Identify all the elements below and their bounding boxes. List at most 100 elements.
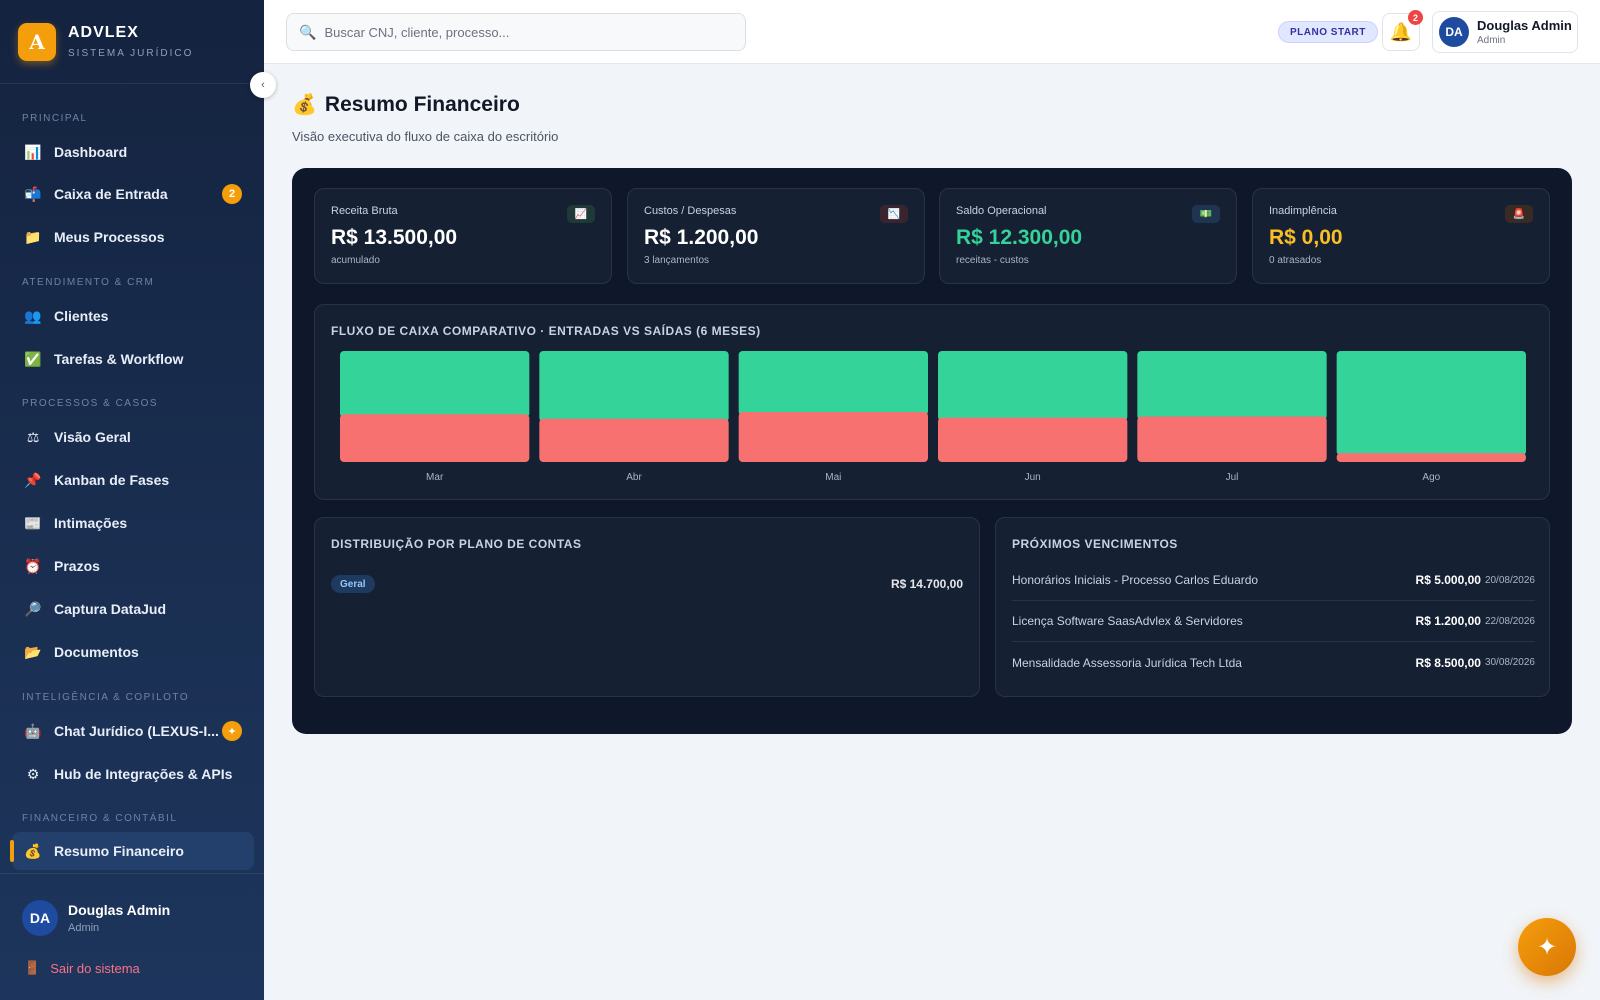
money-icon: 💵 [1192,205,1220,223]
kpi-value: R$ 12.300,00 [956,226,1083,249]
sidebar-item-resumo-financeiro[interactable]: 💰 Resumo Financeiro [10,832,254,870]
due-amount: R$ 1.200,00 [1415,614,1481,628]
user-menu-button[interactable]: DA Douglas Admin Admin [1432,11,1578,53]
due-description: Honorários Iniciais - Processo Carlos Ed… [1012,573,1259,587]
notifications-button[interactable]: 🔔 2 [1382,10,1423,51]
sidebar-item-label: Documentos [54,644,139,660]
bar-saidas-abr[interactable] [539,418,729,462]
kpi-card-inadimplencia: Inadimplência 🚨 R$ 0,00 0 atrasados [1252,188,1550,284]
due-description: Licença Software SaasAdvlex & Servidores [1012,614,1243,628]
sidebar-item-label: Captura DataJud [54,601,167,617]
search-input[interactable] [324,24,725,40]
x-tick-label: Mar [426,472,444,483]
kpi-note: acumulado [331,255,380,266]
logout-link[interactable]: 🚪 Sair do sistema [24,960,140,976]
robot-icon: 🤖 [24,722,42,739]
nav-section-principal: PRINCIPAL [22,113,88,124]
user-name: Douglas Admin [1477,18,1572,33]
bar-entradas-mai[interactable] [738,351,928,416]
due-row[interactable]: Licença Software SaasAdvlex & Servidores… [1012,601,1535,642]
checkbox-icon: ✅ [24,350,42,367]
nav-section-financeiro: FINANCEIRO & CONTÁBIL [22,813,178,824]
plan-badge[interactable]: PLANO START [1278,21,1378,43]
money-bag-icon: 💰 [292,94,317,116]
sidebar-item-label: Chat Jurídico (LEXUS-I... [54,723,219,739]
bar-entradas-jun[interactable] [938,351,1128,421]
sidebar-item-intimacoes[interactable]: 📰 Intimações [12,504,254,542]
brand: A ADVLEX SISTEMA JURÍDICO [0,0,264,84]
bar-saidas-mai[interactable] [738,412,928,462]
sidebar-item-label: Tarefas & Workflow [54,351,184,367]
notification-count-badge: 2 [1408,10,1423,25]
ai-assistant-fab[interactable]: ✦ [1518,918,1576,976]
kpi-card-receita: Receita Bruta 📈 R$ 13.500,00 acumulado [314,188,612,284]
mailbox-icon: 📬 [24,185,42,202]
logout-label: Sair do sistema [50,960,140,976]
sidebar-item-chat-juridico[interactable]: 🤖 Chat Jurídico (LEXUS-I... ✦ [12,712,254,750]
pin-icon: 📌 [24,471,42,488]
due-row[interactable]: Honorários Iniciais - Processo Carlos Ed… [1012,560,1535,601]
brand-name: ADVLEX [68,24,139,41]
bar-entradas-mar[interactable] [340,351,530,418]
bar-entradas-abr[interactable] [539,351,729,423]
sidebar-item-kanban[interactable]: 📌 Kanban de Fases [12,461,254,499]
newspaper-icon: 📰 [24,514,42,531]
kpi-card-saldo: Saldo Operacional 💵 R$ 12.300,00 receita… [939,188,1237,284]
user-role: Admin [68,922,100,934]
kpi-value: R$ 1.200,00 [644,226,759,249]
sidebar-item-label: Meus Processos [54,229,165,245]
sidebar-item-clientes[interactable]: 👥 Clientes [12,297,254,335]
sidebar-item-meus-processos[interactable]: 📁 Meus Processos [12,218,254,256]
nav-section-processos: PROCESSOS & CASOS [22,398,159,409]
sidebar-collapse-button[interactable]: ‹ [250,72,276,98]
user-role: Admin [1477,35,1506,46]
trend-up-icon: 📈 [567,205,595,223]
due-date: 22/08/2026 [1484,615,1535,627]
page-subtitle: Visão executiva do fluxo de caixa do esc… [292,129,559,144]
due-row[interactable]: Mensalidade Assessoria Jurídica Tech Ltd… [1012,642,1535,683]
users-icon: 👥 [24,307,42,324]
sidebar-item-documentos[interactable]: 📂 Documentos [12,633,254,671]
bar-entradas-jul[interactable] [1137,351,1327,420]
kpi-value: R$ 0,00 [1269,226,1343,249]
sidebar-item-captura-datajud[interactable]: 🔎 Captura DataJud [12,590,254,628]
bar-saidas-ago[interactable] [1336,453,1526,462]
sidebar: A ADVLEX SISTEMA JURÍDICO PRINCIPAL 📊 Da… [0,0,264,1000]
sidebar-item-prazos[interactable]: ⏰ Prazos [12,547,254,585]
sidebar-item-label: Resumo Financeiro [54,843,184,859]
due-amount: R$ 5.000,00 [1415,573,1481,587]
brand-logo[interactable]: A [18,22,56,61]
bar-entradas-ago[interactable] [1336,351,1526,456]
nav-section-inteligencia: INTELIGÊNCIA & COPILOTO [22,692,190,703]
due-card: PRÓXIMOS VENCIMENTOS Honorários Iniciais… [995,517,1550,697]
alarm-clock-icon: ⏰ [24,557,42,574]
due-amount: R$ 8.500,00 [1415,655,1481,670]
sidebar-item-visao-geral[interactable]: ⚖ Visão Geral [12,418,254,456]
sidebar-item-label: Intimações [54,515,128,531]
sidebar-user[interactable]: DA Douglas Admin Admin [0,873,264,936]
alert-siren-icon: 🚨 [1505,205,1533,223]
bar-saidas-jul[interactable] [1137,416,1327,462]
cashflow-chart: Mar Abr Mai Jun Jul Ago [340,351,1526,483]
sidebar-item-hub-integracoes[interactable]: ⚙ Hub de Integrações & APIs [12,755,254,793]
chart-icon: 📊 [24,143,42,160]
distribution-card: DISTRIBUIÇÃO POR PLANO DE CONTAS Geral R… [314,517,980,697]
due-date: 30/08/2026 [1484,657,1535,668]
avatar: DA [22,900,58,936]
avatar: DA [1439,17,1469,47]
sidebar-item-tarefas[interactable]: ✅ Tarefas & Workflow [12,340,254,378]
sidebar-item-dashboard[interactable]: 📊 Dashboard [12,133,254,171]
sidebar-item-caixa-de-entrada[interactable]: 📬 Caixa de Entrada 2 [12,175,254,213]
kpi-value: R$ 13.500,00 [331,226,458,249]
kpi-label: Receita Bruta [331,205,398,217]
x-tick-label: Abr [626,472,642,483]
account-amount: R$ 14.700,00 [890,577,963,591]
x-tick-label: Jul [1226,472,1239,483]
x-tick-label: Jun [1025,472,1041,483]
x-tick-label: Ago [1422,472,1440,483]
inbox-count-badge: 2 [222,184,242,204]
search-icon: 🔍 [299,23,317,40]
bar-saidas-mar[interactable] [340,414,530,462]
bar-saidas-jun[interactable] [938,417,1128,462]
x-tick-label: Mai [825,472,841,483]
